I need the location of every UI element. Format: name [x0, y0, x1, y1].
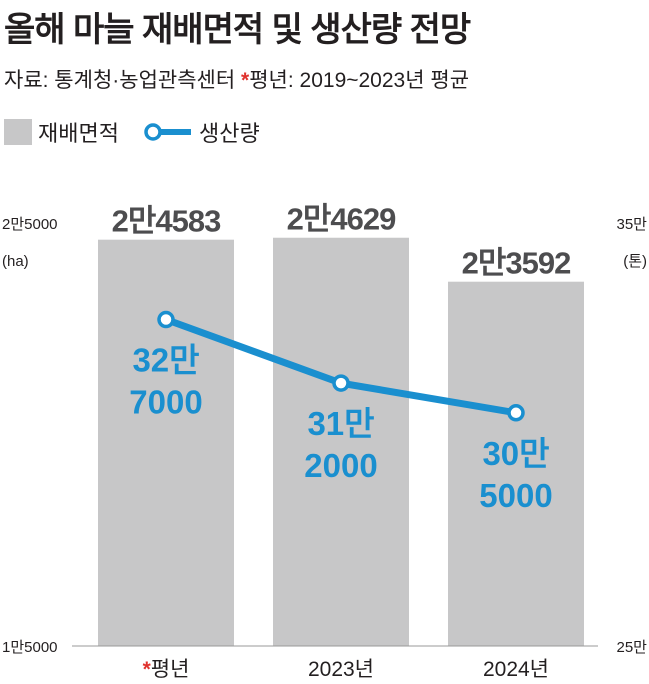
- category-label: *평년: [143, 658, 190, 681]
- production-point: [507, 404, 525, 422]
- source-label: 자료: 통계청·농업관측센터: [4, 69, 242, 92]
- category-text: 2023년: [308, 658, 374, 681]
- category-star: *: [143, 658, 152, 681]
- bar: [98, 239, 234, 647]
- bar: [273, 237, 409, 646]
- left-axis-bottom-label: 1만5000: [2, 639, 58, 656]
- production-value-label-bottom: 2000: [304, 447, 377, 484]
- production-point: [332, 374, 350, 392]
- production-point: [157, 310, 175, 329]
- bar-value-label: 2만4583: [112, 204, 221, 239]
- line-legend-swatch: [144, 123, 191, 141]
- production-value-label-bottom: 7000: [129, 384, 202, 421]
- bar-legend-label: 재배면적: [38, 121, 119, 146]
- right-axis-top-label: 35만: [617, 216, 648, 233]
- asterisk-mark: *: [241, 69, 250, 92]
- bar-value-label: 2만4629: [287, 202, 396, 237]
- right-axis-unit-label: (톤): [623, 253, 647, 270]
- bar-value-label: 2만3592: [462, 246, 571, 281]
- left-axis-top-label: 2만5000: [2, 216, 58, 233]
- average-note: 평년: 2019~2023년 평균: [249, 69, 470, 92]
- production-value-label-bottom: 5000: [479, 477, 552, 514]
- production-value-label-top: 32만: [132, 342, 199, 379]
- source-note: 자료: 통계청·농업관측센터 *평년: 2019~2023년 평균: [4, 64, 469, 94]
- bar: [448, 281, 584, 646]
- legend: 재배면적 생산량: [4, 116, 284, 148]
- right-axis-bottom-label: 25만: [617, 639, 648, 656]
- left-axis-unit-label: (ha): [2, 253, 29, 270]
- chart-title: 올해 마늘 재배면적 및 생산량 전망: [4, 11, 471, 49]
- line-legend-label: 생산량: [198, 121, 260, 146]
- production-value-label-top: 30만: [482, 435, 549, 472]
- production-value-label-top: 31만: [307, 405, 374, 442]
- category-text: 평년: [151, 658, 190, 681]
- category-label: 2023년: [308, 658, 374, 681]
- bar-legend-swatch: [4, 119, 32, 145]
- category-label: 2024년: [483, 658, 549, 681]
- category-text: 2024년: [483, 658, 549, 681]
